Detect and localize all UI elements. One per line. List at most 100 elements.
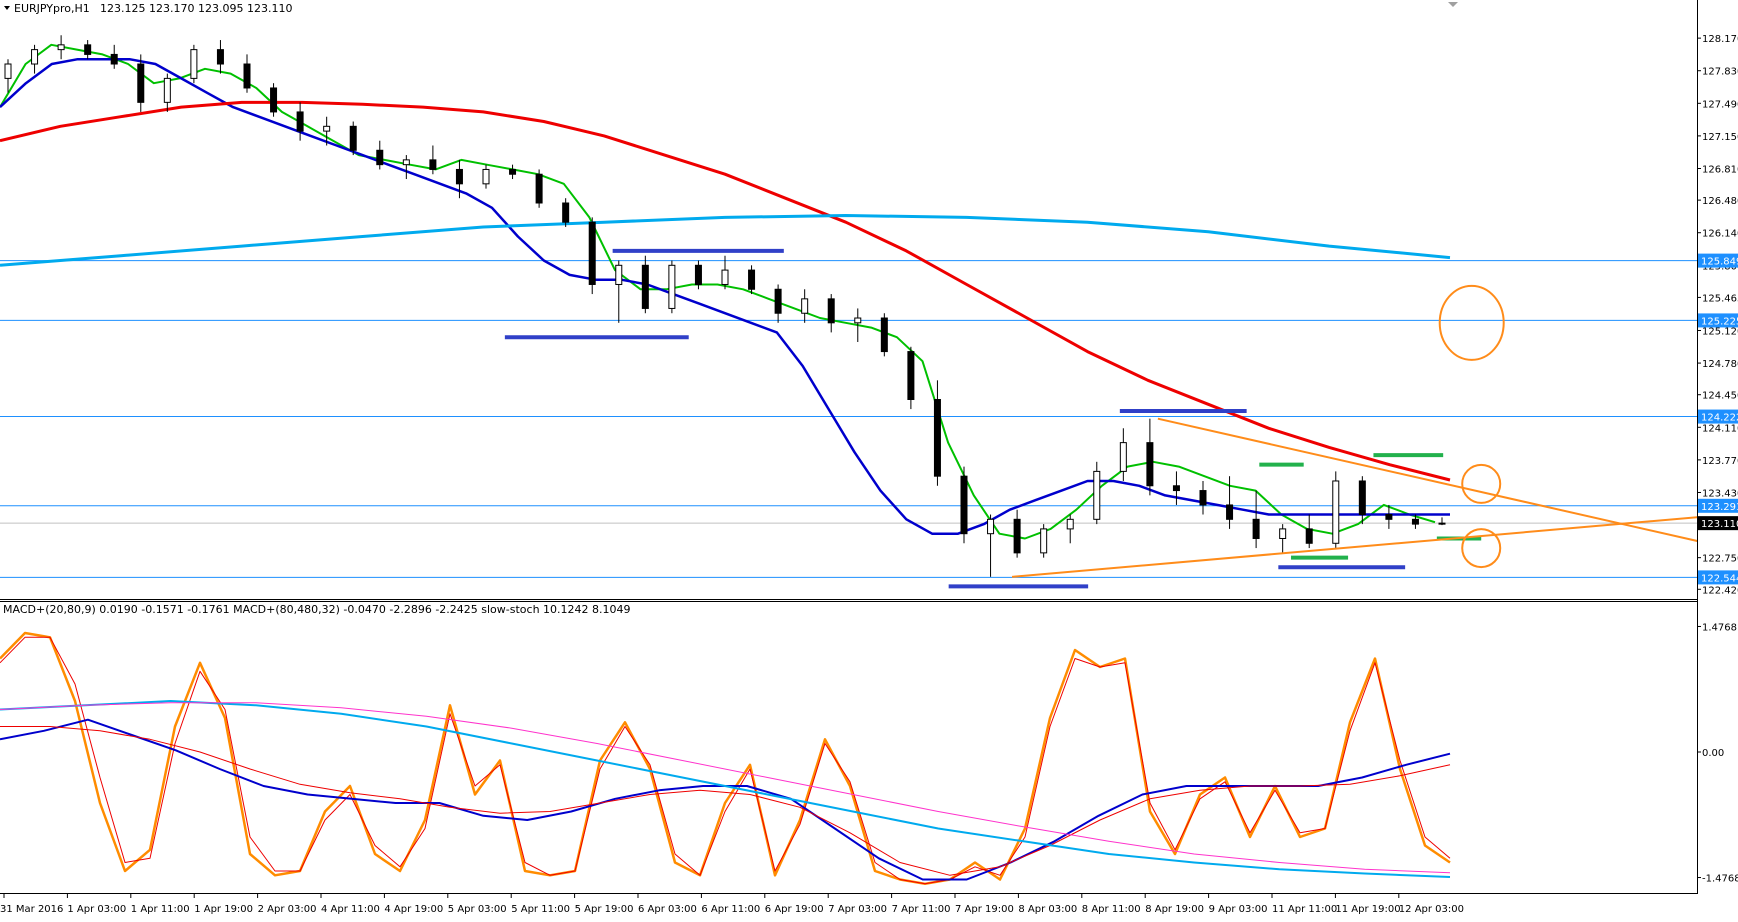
price-tick-label: 125.120 [1702, 326, 1738, 337]
symbol-title: EURJPYpro,H1 [14, 2, 90, 15]
indicator-line [0, 726, 1451, 876]
moving-average-line [0, 100, 1451, 482]
indicator-title: MACD+(20,80,9) 0.0190 -0.1571 -0.1761 MA… [3, 603, 631, 616]
moving-averages [0, 43, 1451, 540]
time-tick-label: 7 Apr 19:00 [955, 904, 1014, 915]
price-tag-label: 125.849 [1701, 257, 1738, 268]
highlight-circle [1438, 284, 1505, 361]
indicator-axis[interactable]: 1.4768 0.00 -1.4768 [1697, 622, 1738, 885]
bear-candle [827, 298, 835, 324]
bear-candle [216, 49, 224, 65]
time-tick-label: 6 Apr 11:00 [701, 904, 760, 915]
indicator-line [0, 631, 1451, 886]
bear-candle [641, 264, 649, 309]
price-tick-label: 127.830 [1702, 67, 1738, 78]
price-tick-label: 123.770 [1702, 456, 1738, 467]
bear-candle [376, 149, 384, 166]
bull-candle [854, 317, 862, 324]
bear-candle [1305, 528, 1313, 544]
time-tick-label: 5 Apr 19:00 [575, 904, 634, 915]
price-tag-label: 124.222 [1701, 413, 1738, 424]
bear-candle [960, 475, 968, 535]
time-axis[interactable]: 31 Mar 2016 1 Apr 03:00 1 Apr 11:00 1 Apr 1… [0, 894, 1464, 915]
price-tag [1698, 498, 1738, 513]
bear-candle [349, 125, 357, 151]
bear-candle [509, 168, 517, 175]
time-tick-label: 8 Apr 03:00 [1018, 904, 1077, 915]
price-tag-label: 125.225 [1701, 316, 1738, 327]
price-tick-label: 124.110 [1702, 423, 1738, 434]
price-tick-label: 126.480 [1702, 196, 1738, 207]
bull-candle [1040, 528, 1048, 554]
bull-candle [323, 125, 331, 132]
time-tick-label: 31 Mar 2016 [0, 904, 63, 915]
price-tick-label: 128.170 [1702, 34, 1738, 45]
price-tick-label: 127.490 [1702, 99, 1738, 110]
chart-shift-marker-icon[interactable] [1448, 2, 1458, 7]
time-tick-label: 7 Apr 03:00 [828, 904, 887, 915]
price-tick-label: 122.420 [1702, 585, 1738, 596]
bear-candle [1172, 485, 1180, 492]
price-tag [1698, 313, 1738, 328]
bear-candle [1385, 514, 1393, 520]
bear-candle [1252, 518, 1260, 539]
price-tick-label: 125.465 [1702, 293, 1738, 304]
bull-candle [1279, 528, 1287, 539]
bear-candle [84, 44, 92, 55]
time-tick-label: 6 Apr 03:00 [638, 904, 697, 915]
time-tick-label: 4 Apr 11:00 [321, 904, 380, 915]
bear-candle [535, 173, 543, 204]
price-tag-label: 123.110 [1701, 519, 1738, 530]
bear-candle [1146, 442, 1154, 487]
bear-candle [907, 351, 915, 400]
time-tick-label: 8 Apr 11:00 [1082, 904, 1141, 915]
bear-candle [694, 264, 702, 285]
price-tick-label: 127.150 [1702, 132, 1738, 143]
price-tag [1698, 253, 1738, 268]
bull-candle [1119, 442, 1127, 472]
bear-candle [1013, 518, 1021, 554]
price-tag [1698, 570, 1738, 585]
bear-candle [880, 317, 888, 353]
indicator-tick-label: 1.4768 [1702, 622, 1737, 633]
highlight-circle [1461, 528, 1502, 569]
bull-candle [31, 49, 39, 65]
time-tick-label: 8 Apr 19:00 [1145, 904, 1204, 915]
price-tick-label: 123.430 [1702, 488, 1738, 499]
bear-candle [270, 87, 278, 113]
bear-candle [429, 159, 437, 170]
indicator-line [0, 702, 1451, 874]
bull-candle [163, 77, 171, 103]
time-tick-label: 5 Apr 03:00 [448, 904, 507, 915]
bear-candle [774, 288, 782, 314]
time-tick-label: 1 Apr 19:00 [194, 904, 253, 915]
time-tick-label: 12 Apr 03:00 [1399, 904, 1464, 915]
time-tick-label: 11 Apr 19:00 [1335, 904, 1400, 915]
bull-candle [1438, 522, 1446, 525]
candles [4, 35, 1446, 577]
bear-candle [1358, 480, 1366, 516]
indicator-tick-label: 0.00 [1702, 748, 1724, 759]
time-tick-label: 11 Apr 11:00 [1272, 904, 1337, 915]
price-tick-label: 124.780 [1702, 359, 1738, 370]
time-tick-label: 5 Apr 11:00 [511, 904, 570, 915]
bear-candle [562, 202, 570, 223]
bull-candle [4, 63, 12, 79]
price-tags: 125.849 125.225 124.222 123.291 123.110 122.5… [1698, 253, 1738, 585]
time-tick-label: 7 Apr 11:00 [892, 904, 951, 915]
bull-candle [615, 264, 623, 285]
bull-candle [1332, 480, 1340, 544]
bull-candle [987, 518, 995, 535]
bear-candle [455, 168, 463, 185]
dropdown-triangle-icon[interactable] [4, 6, 10, 10]
ohlc-readout: 123.125 123.170 123.095 123.110 [100, 2, 292, 15]
bull-candle [190, 49, 198, 79]
bear-candle [110, 53, 118, 65]
bear-candle [1226, 504, 1234, 520]
horizontal-levels [0, 260, 1697, 578]
bull-candle [668, 264, 676, 309]
bear-candle [137, 63, 145, 103]
bear-candle [588, 221, 596, 285]
